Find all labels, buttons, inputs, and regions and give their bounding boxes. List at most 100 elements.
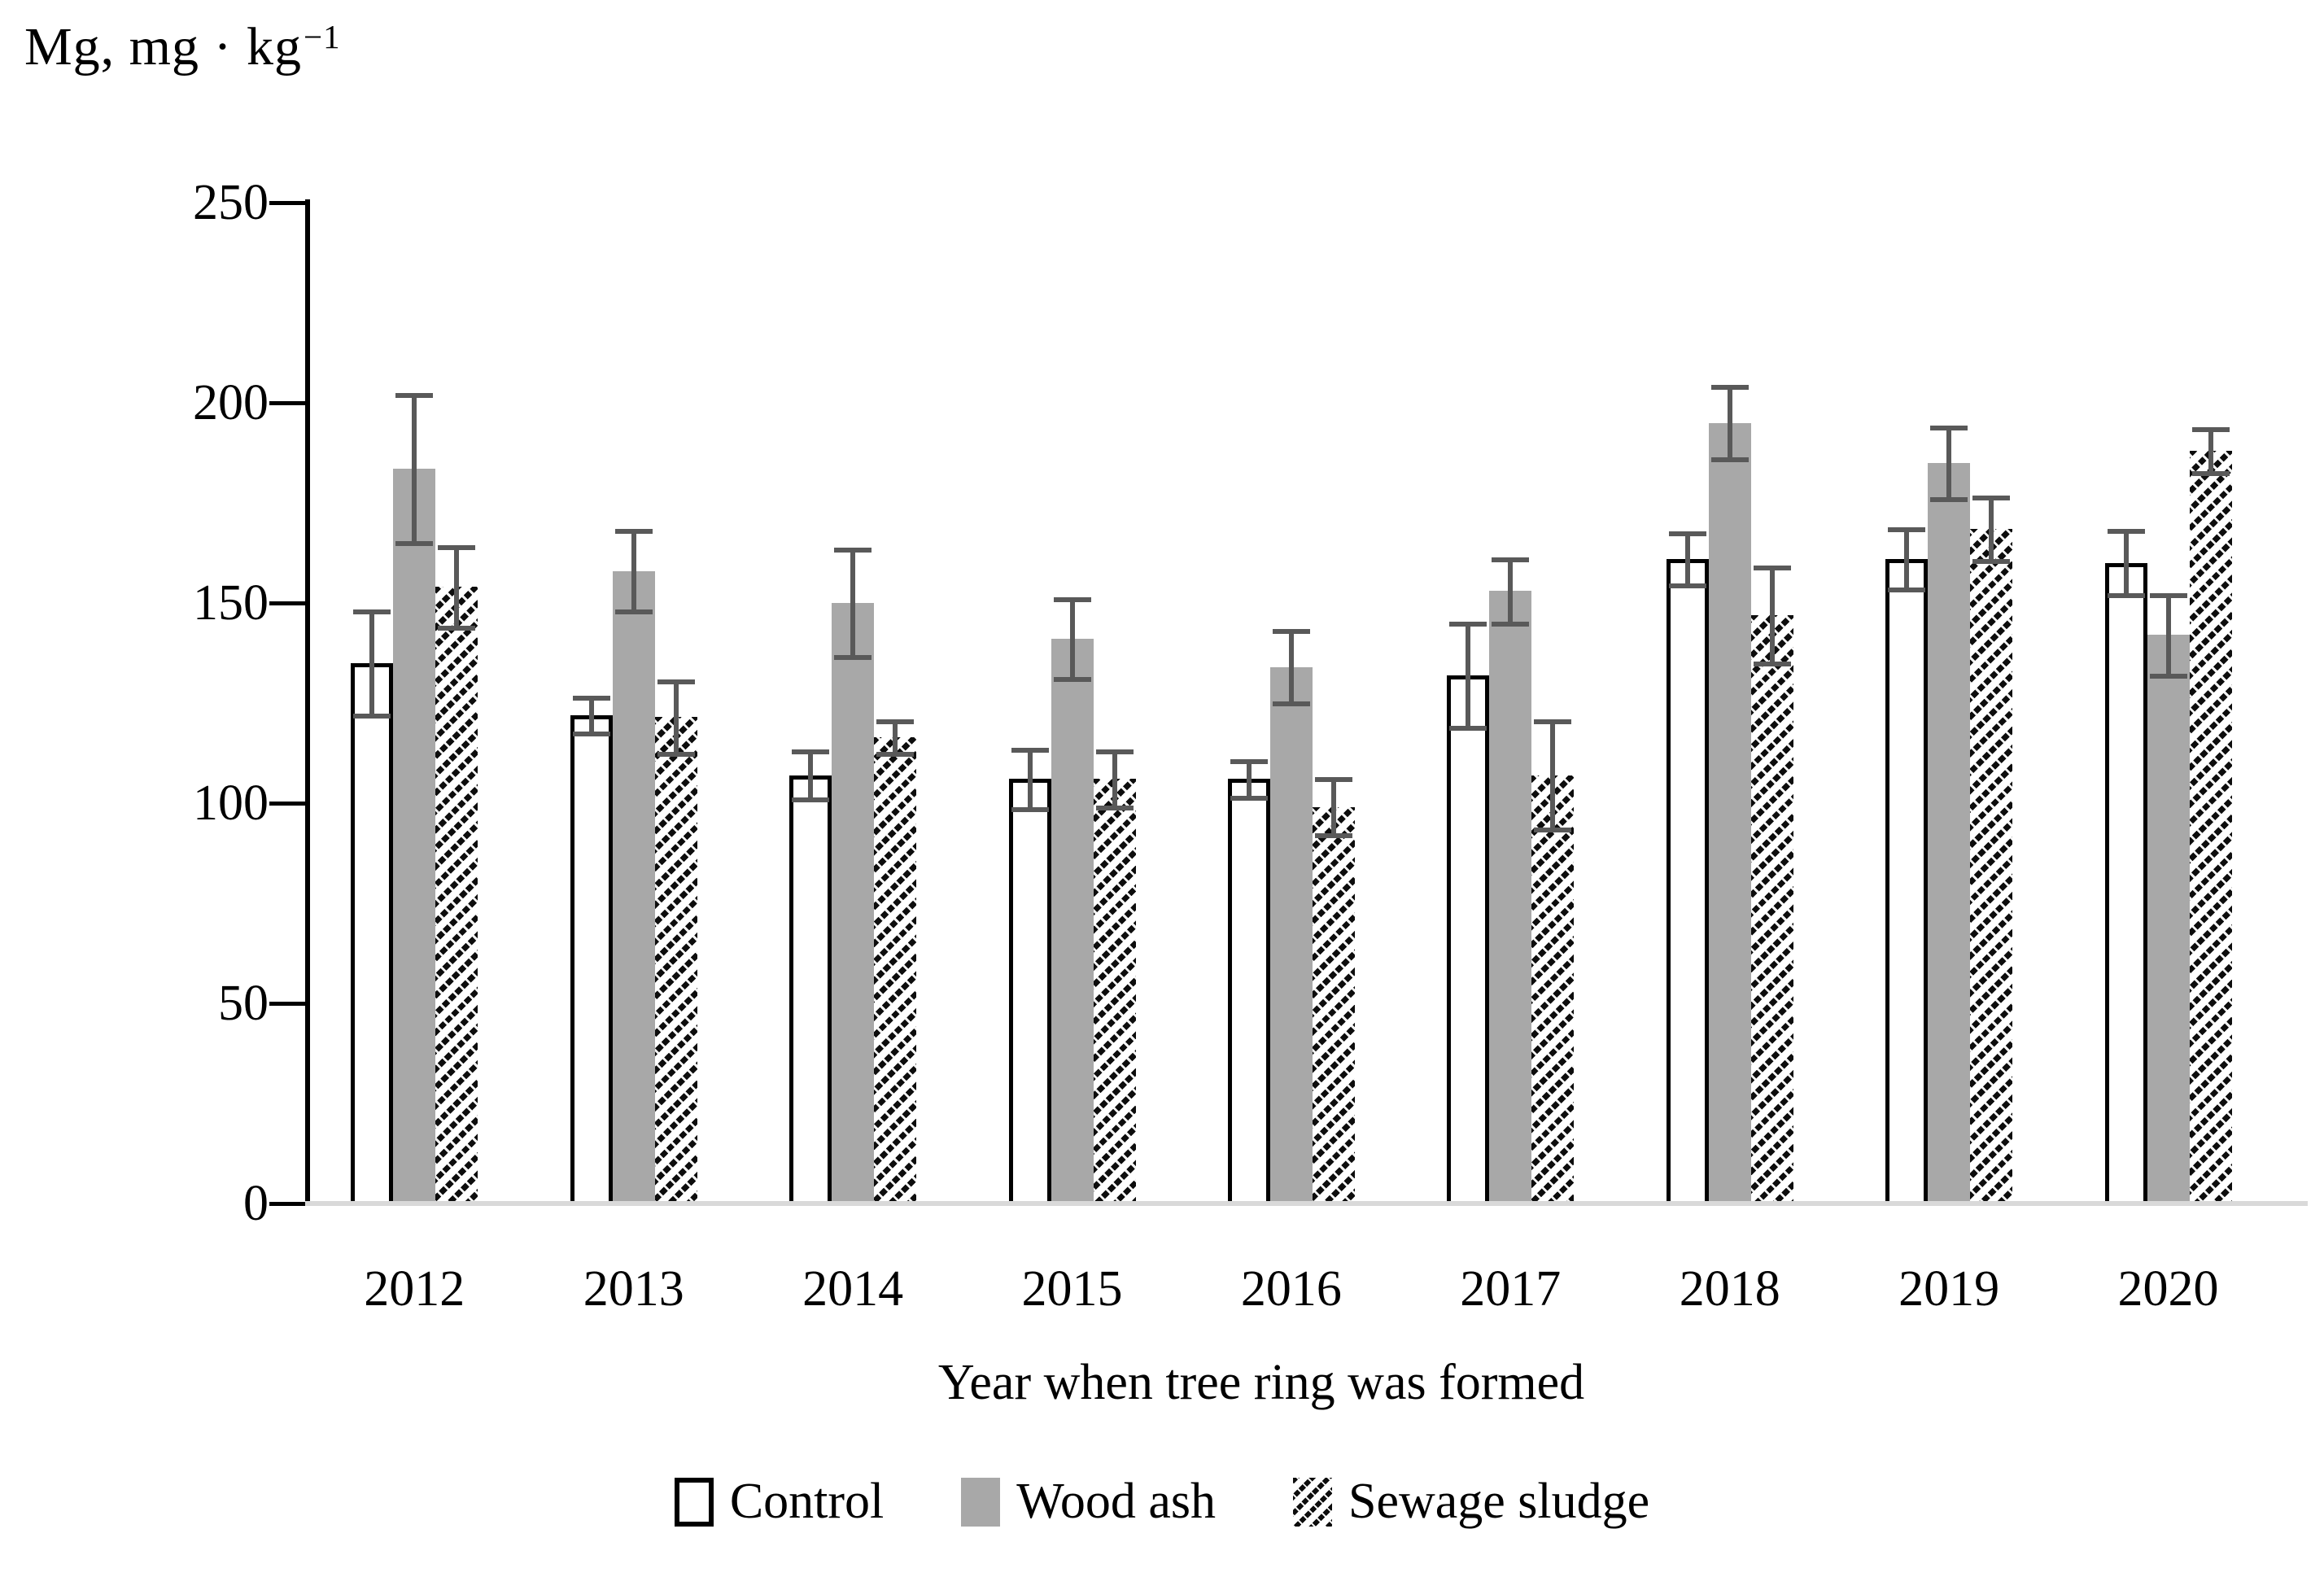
errorbar-cap-top-wood-ash-2019	[1930, 425, 1968, 430]
bar-sewage-sludge-2018	[1750, 614, 1793, 1204]
x-axis-title: Year when tree ring was formed	[937, 1355, 1585, 1410]
errorbar-line-wood-ash-2012	[412, 395, 417, 544]
errorbar-cap-top-sewage-sludge-2020	[2191, 426, 2230, 432]
bar-sewage-sludge-2014	[874, 736, 917, 1204]
errorbar-cap-bottom-sewage-sludge-2015	[1095, 805, 1134, 810]
errorbar-cap-top-control-2018	[1668, 531, 1706, 536]
errorbar-cap-top-control-2019	[1888, 526, 1926, 532]
x-tick-label-2016: 2016	[1240, 1261, 1342, 1317]
errorbar-cap-bottom-wood-ash-2014	[834, 655, 872, 661]
bar-control-2016	[1227, 779, 1270, 1204]
errorbar-cap-bottom-control-2013	[572, 731, 610, 736]
errorbar-cap-top-control-2012	[353, 609, 391, 614]
bar-control-2019	[1885, 558, 1929, 1204]
errorbar-line-control-2017	[1466, 622, 1471, 727]
x-tick-label-2017: 2017	[1460, 1261, 1562, 1317]
y-tick-50	[269, 1002, 305, 1006]
y-axis-unit-title: Mg, mg · kg−1	[24, 17, 341, 77]
errorbar-cap-bottom-wood-ash-2015	[1053, 677, 1091, 683]
legend-label-sewage-sludge: Sewage sludge	[1348, 1474, 1650, 1529]
errorbar-cap-top-wood-ash-2020	[2149, 593, 2187, 599]
bar-sewage-sludge-2020	[2189, 451, 2232, 1204]
bar-sewage-sludge-2016	[1312, 806, 1355, 1204]
errorbar-cap-bottom-wood-ash-2013	[614, 609, 653, 614]
bar-sewage-sludge-2013	[654, 717, 697, 1204]
errorbar-cap-bottom-sewage-sludge-2016	[1314, 833, 1352, 839]
errorbar-cap-bottom-sewage-sludge-2014	[876, 751, 915, 757]
errorbar-cap-top-control-2017	[1449, 621, 1487, 627]
bar-wood-ash-2016	[1269, 666, 1313, 1204]
errorbar-line-sewage-sludge-2016	[1330, 779, 1336, 836]
legend-label-control: Control	[729, 1474, 885, 1529]
x-tick-label-2012: 2012	[364, 1261, 465, 1317]
errorbar-cap-top-wood-ash-2015	[1053, 597, 1091, 603]
bar-control-2020	[2104, 562, 2147, 1204]
y-axis-unit-title-base: Mg, mg · kg	[24, 17, 302, 76]
y-tick-label-100: 100	[193, 775, 269, 831]
errorbar-cap-bottom-control-2017	[1449, 725, 1487, 731]
errorbar-cap-bottom-control-2016	[1230, 795, 1268, 801]
errorbar-line-control-2020	[2123, 531, 2129, 596]
x-tick-label-2019: 2019	[1898, 1261, 2000, 1317]
x-axis-line	[305, 1201, 2308, 1206]
bar-sewage-sludge-2012	[435, 587, 478, 1204]
bar-wood-ash-2014	[832, 603, 875, 1204]
errorbar-line-control-2018	[1684, 532, 1690, 585]
errorbar-line-control-2012	[369, 610, 375, 715]
errorbar-line-control-2013	[588, 697, 594, 733]
errorbar-line-wood-ash-2013	[631, 531, 636, 611]
bar-wood-ash-2020	[2147, 635, 2190, 1204]
errorbar-cap-top-control-2014	[792, 749, 830, 755]
errorbar-cap-top-control-2016	[1230, 759, 1268, 765]
y-tick-label-0: 0	[243, 1176, 269, 1231]
legend-item-wood-ash: Wood ash	[961, 1473, 1216, 1531]
x-tick-label-2014: 2014	[802, 1261, 904, 1317]
bar-wood-ash-2012	[393, 469, 436, 1204]
errorbar-cap-bottom-sewage-sludge-2019	[1972, 559, 2011, 565]
errorbar-line-wood-ash-2015	[1069, 599, 1075, 679]
x-tick-label-2015: 2015	[1021, 1261, 1123, 1317]
y-tick-label-50: 50	[218, 976, 269, 1031]
bar-control-2013	[570, 714, 613, 1204]
legend-swatch-wood-ash	[961, 1477, 1001, 1527]
y-tick-label-250: 250	[193, 175, 269, 230]
bar-control-2017	[1447, 675, 1490, 1204]
errorbar-line-wood-ash-2016	[1288, 631, 1294, 703]
errorbar-cap-bottom-control-2019	[1888, 587, 1926, 592]
y-tick-100	[269, 802, 305, 806]
bar-wood-ash-2015	[1051, 639, 1094, 1204]
errorbar-cap-top-sewage-sludge-2013	[657, 679, 695, 684]
bar-control-2018	[1666, 558, 1709, 1204]
x-tick-label-2013: 2013	[583, 1261, 684, 1317]
errorbar-cap-top-control-2013	[572, 695, 610, 701]
errorbar-cap-top-sewage-sludge-2012	[438, 545, 476, 551]
y-tick-150	[269, 601, 305, 605]
errorbar-line-sewage-sludge-2015	[1112, 751, 1117, 807]
errorbar-line-wood-ash-2020	[2165, 595, 2171, 675]
errorbar-cap-bottom-control-2015	[1011, 807, 1049, 813]
errorbar-cap-bottom-sewage-sludge-2012	[438, 625, 476, 631]
errorbar-cap-top-sewage-sludge-2014	[876, 719, 915, 725]
errorbar-line-wood-ash-2019	[1946, 426, 1952, 500]
bar-wood-ash-2017	[1489, 591, 1532, 1204]
errorbar-line-wood-ash-2014	[850, 548, 856, 657]
y-axis-unit-title-superscript: −1	[304, 18, 341, 55]
bar-control-2015	[1008, 779, 1051, 1204]
legend: Control Wood ash Sewage sludge	[0, 1473, 2324, 1531]
legend-item-sewage-sludge: Sewage sludge	[1292, 1473, 1650, 1531]
errorbar-line-wood-ash-2018	[1727, 387, 1732, 459]
legend-swatch-control	[674, 1477, 714, 1527]
errorbar-cap-top-wood-ash-2018	[1710, 385, 1749, 391]
errorbar-cap-bottom-wood-ash-2018	[1710, 456, 1749, 462]
errorbar-cap-top-sewage-sludge-2018	[1753, 565, 1791, 570]
bar-sewage-sludge-2017	[1531, 775, 1575, 1204]
errorbar-cap-bottom-wood-ash-2012	[395, 541, 434, 547]
errorbar-cap-bottom-sewage-sludge-2013	[657, 751, 695, 757]
errorbar-cap-top-wood-ash-2013	[614, 529, 653, 535]
errorbar-cap-bottom-control-2014	[792, 797, 830, 803]
bar-control-2012	[351, 662, 394, 1204]
errorbar-line-control-2014	[808, 751, 814, 800]
errorbar-cap-bottom-wood-ash-2019	[1930, 497, 1968, 503]
errorbar-cap-top-wood-ash-2016	[1272, 629, 1310, 635]
